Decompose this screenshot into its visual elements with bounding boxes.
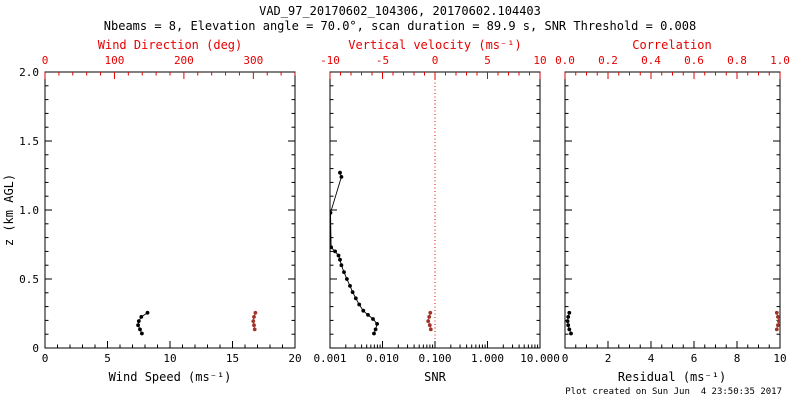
residual-series — [565, 310, 573, 336]
svg-text:6: 6 — [691, 352, 698, 365]
plot-title: VAD_97_20170602_104306, 20170602.104403 — [259, 4, 541, 18]
svg-text:2.0: 2.0 — [19, 66, 39, 79]
svg-text:0: 0 — [432, 54, 439, 67]
svg-text:8: 8 — [734, 352, 741, 365]
y-axis-label: z (km AGL) — [2, 174, 16, 246]
svg-text:5: 5 — [104, 352, 111, 365]
snr-series — [330, 170, 379, 336]
svg-text:5: 5 — [484, 54, 491, 67]
svg-text:200: 200 — [174, 54, 194, 67]
svg-text:-5: -5 — [376, 54, 389, 67]
panel-1: 0.001 0.010 0.100 1.000 10.000 -10 -5 0 5 10 — [313, 54, 559, 365]
top-axis-label-vertical-velocity: Vertical velocity (ms⁻¹) — [348, 38, 521, 52]
x-axis-label-snr: SNR — [424, 370, 446, 384]
svg-text:0: 0 — [42, 352, 49, 365]
svg-text:-10: -10 — [320, 54, 340, 67]
svg-text:0.4: 0.4 — [641, 54, 661, 67]
svg-text:15: 15 — [226, 352, 239, 365]
svg-text:0: 0 — [562, 352, 569, 365]
x-axis-label-residual: Residual (ms⁻¹) — [618, 370, 726, 384]
panel-2: 0 2 4 6 8 10 0.0 0.2 0.4 0.6 0.8 1.0 — [555, 54, 790, 365]
svg-text:0.6: 0.6 — [684, 54, 704, 67]
top-axis-label-wind-direction: Wind Direction (deg) — [98, 38, 243, 52]
svg-text:4: 4 — [648, 352, 655, 365]
svg-text:0.100: 0.100 — [418, 352, 451, 365]
svg-text:1.0: 1.0 — [19, 204, 39, 217]
svg-text:0.8: 0.8 — [727, 54, 747, 67]
svg-text:0.001: 0.001 — [313, 352, 346, 365]
svg-text:0: 0 — [42, 54, 49, 67]
svg-text:1.0: 1.0 — [770, 54, 790, 67]
svg-text:0.2: 0.2 — [598, 54, 618, 67]
svg-text:0: 0 — [32, 342, 39, 355]
svg-text:0.010: 0.010 — [366, 352, 399, 365]
svg-text:10: 10 — [163, 352, 176, 365]
correlation-series — [774, 310, 780, 332]
wind-direction-series — [251, 310, 258, 332]
svg-text:1.5: 1.5 — [19, 135, 39, 148]
svg-text:10.000: 10.000 — [520, 352, 560, 365]
top-axis-label-correlation: Correlation — [632, 38, 711, 52]
x-axis-label-wind-speed: Wind Speed (ms⁻¹) — [109, 370, 232, 384]
wind-speed-series — [136, 310, 150, 336]
svg-text:10: 10 — [773, 352, 786, 365]
svg-text:1.000: 1.000 — [471, 352, 504, 365]
svg-text:10: 10 — [533, 54, 546, 67]
svg-text:300: 300 — [243, 54, 263, 67]
svg-text:100: 100 — [105, 54, 125, 67]
vertical-velocity-series — [426, 310, 433, 332]
svg-text:20: 20 — [288, 352, 301, 365]
plot-footer: Plot created on Sun Jun 4 23:50:35 2017 — [565, 387, 782, 397]
svg-text:2: 2 — [605, 352, 612, 365]
plot-subtitle: Nbeams = 8, Elevation angle = 70.0°, sca… — [104, 19, 696, 33]
svg-text:0.0: 0.0 — [555, 54, 575, 67]
svg-text:0.5: 0.5 — [19, 273, 39, 286]
